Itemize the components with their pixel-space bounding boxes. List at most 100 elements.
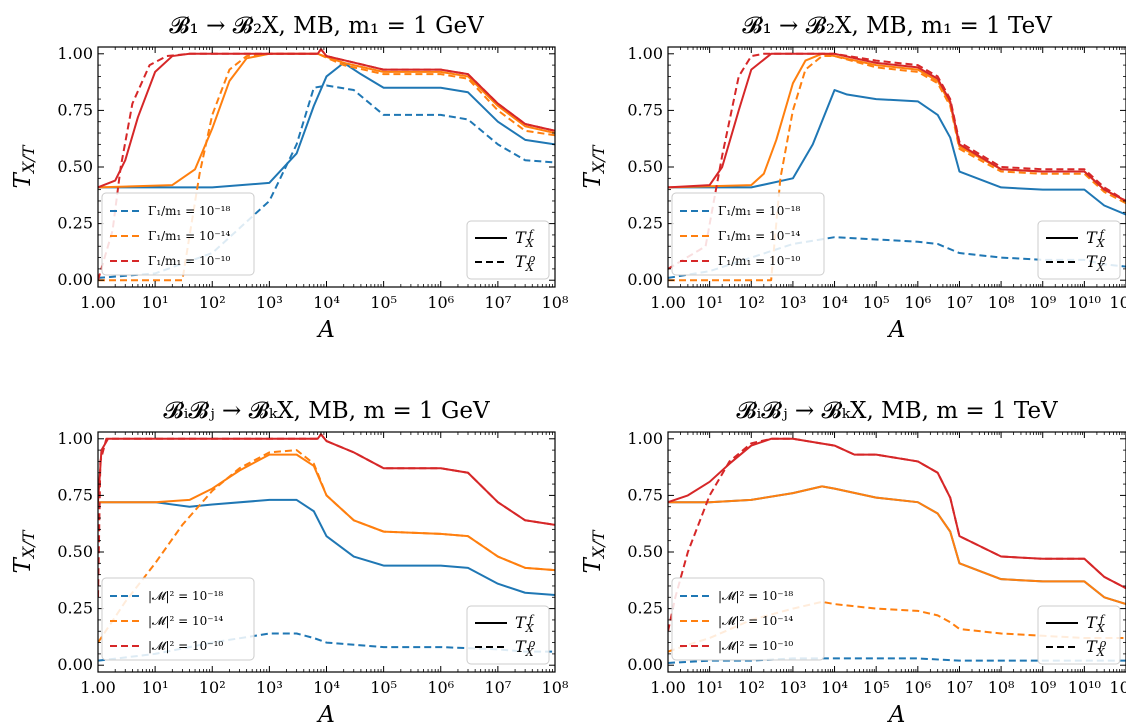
legend-box	[466, 605, 550, 665]
series-line	[668, 89, 1126, 216]
y-tick-label: 0.75	[57, 485, 93, 504]
x-tick-label: 10¹⁰	[1068, 293, 1101, 312]
x-tick-label: 10⁵	[370, 293, 397, 312]
series-legend: |𝓜|² = 10⁻¹⁸ |𝓜|² = 10⁻¹⁴ |𝓜|² = 10⁻¹⁰	[671, 577, 825, 661]
legend-label: TXf	[1086, 228, 1106, 250]
legend-label: TXρ	[515, 252, 536, 274]
legend-label: |𝓜|² = 10⁻¹⁴	[148, 614, 223, 628]
legend-label: |𝓜|² = 10⁻¹⁰	[148, 639, 223, 653]
x-tick-label: 1.00	[650, 678, 686, 697]
x-tick-label: 10²	[199, 293, 226, 312]
legend-box	[101, 192, 255, 276]
legend-label: Γ₁/m₁ = 10⁻¹⁰	[718, 254, 800, 268]
legend-box	[1037, 220, 1121, 280]
legend-label: |𝓜|² = 10⁻¹⁸	[148, 589, 223, 603]
x-tick-label: 10⁷	[946, 678, 973, 697]
x-tick-label: 10⁵	[370, 678, 397, 697]
panel-title: 𝓑ᵢ𝓑ⱼ → 𝓑ₖX, MB, m = 1 GeV	[163, 398, 490, 424]
series-line	[668, 657, 1126, 664]
x-tick-label: 10¹	[142, 678, 169, 697]
series-line	[668, 55, 1126, 282]
x-axis-label: A	[316, 702, 335, 727]
x-tick-label: 10⁵	[863, 293, 890, 312]
y-tick-label: 0.75	[627, 100, 663, 119]
panel-title: 𝓑₁ → 𝓑₂X, MB, m₁ = 1 GeV	[169, 13, 484, 39]
legend-label: TXρ	[515, 637, 536, 659]
panel-title: 𝓑₁ → 𝓑₂X, MB, m₁ = 1 TeV	[742, 13, 1052, 39]
y-tick-label: 0.50	[57, 157, 93, 176]
chart-panel-1: 1.00 10¹ 10² 10³ 10⁴ 10⁵ 10⁶ 10⁷ 10⁸ 0.00 0.25 0.50…	[10, 13, 568, 343]
y-tick-label: 0.75	[57, 100, 93, 119]
x-axis-label: A	[887, 702, 906, 727]
x-tick-label: 1.00	[650, 293, 686, 312]
legend-box	[671, 192, 825, 276]
y-tick-label: 0.25	[627, 599, 663, 618]
x-tick-label: 10⁴	[821, 678, 848, 697]
x-tick-label: 10⁶	[904, 678, 931, 697]
y-tick-label: 1.00	[627, 44, 663, 63]
x-tick-label: 10³	[780, 678, 807, 697]
x-tick-label: 10⁴	[313, 678, 340, 697]
series-line	[98, 48, 555, 189]
x-tick-label: 10²	[738, 678, 765, 697]
x-tick-label: 10⁹	[1029, 293, 1056, 312]
legend-label: Γ₁/m₁ = 10⁻¹⁴	[148, 229, 230, 243]
legend-label: TXρ	[1086, 637, 1107, 659]
x-tick-label: 10²	[738, 293, 765, 312]
y-tick-label: 1.00	[627, 429, 663, 448]
y-tick-label: 0.50	[57, 542, 93, 561]
series-line	[668, 485, 1126, 606]
series-line	[668, 52, 1126, 270]
series-legend: Γ₁/m₁ = 10⁻¹⁸ Γ₁/m₁ = 10⁻¹⁴ Γ₁/m₁ = 10⁻¹⁰	[101, 192, 255, 276]
x-tick-label: 10⁴	[313, 293, 340, 312]
y-axis-label: TX/T	[580, 529, 608, 573]
y-axis-label: TX/T	[10, 529, 38, 573]
x-tick-label: 10⁸	[988, 293, 1015, 312]
x-tick-label: 10¹	[696, 678, 723, 697]
y-tick-label: 0.50	[627, 157, 663, 176]
y-axis-label: TX/T	[580, 144, 608, 188]
series-line	[98, 52, 555, 189]
x-tick-label: 10²	[199, 678, 226, 697]
panel-title: 𝓑ᵢ𝓑ⱼ → 𝓑ₖX, MB, m = 1 TeV	[736, 398, 1058, 424]
series-line	[98, 84, 555, 279]
x-tick-label: 10¹	[142, 293, 169, 312]
legend-label: TXρ	[1086, 252, 1107, 274]
series-line	[668, 437, 1126, 590]
y-tick-label: 0.00	[57, 270, 93, 289]
x-tick-label: 10⁷	[484, 678, 511, 697]
legend-label: TXf	[515, 228, 535, 250]
x-axis-label: A	[316, 317, 335, 343]
series-line	[98, 48, 555, 281]
series-line	[98, 433, 555, 598]
y-tick-label: 0.00	[57, 655, 93, 674]
x-tick-label: 10⁶	[427, 293, 454, 312]
y-tick-label: 0.75	[627, 485, 663, 504]
series-line	[668, 52, 1126, 202]
x-tick-label: 10¹⁰	[1068, 678, 1101, 697]
series-line	[668, 52, 1126, 202]
x-tick-label: 10⁹	[1029, 678, 1056, 697]
x-tick-label: 10⁶	[427, 678, 454, 697]
x-tick-label: 10⁶	[904, 293, 931, 312]
chart-panel-3: 1.00 10¹ 10² 10³ 10⁴ 10⁵ 10⁶ 10⁷ 10⁸ 0.00 0.25 0.50…	[10, 398, 568, 727]
legend-label: |𝓜|² = 10⁻¹⁸	[718, 589, 793, 603]
x-tick-label: 10⁸	[542, 293, 569, 312]
legend-box	[466, 220, 550, 280]
x-tick-label: 10⁷	[946, 293, 973, 312]
y-tick-label: 1.00	[57, 44, 93, 63]
x-tick-label: 10³	[256, 678, 283, 697]
x-tick-label: 10³	[780, 293, 807, 312]
series-legend: |𝓜|² = 10⁻¹⁸ |𝓜|² = 10⁻¹⁴ |𝓜|² = 10⁻¹⁰	[101, 577, 255, 661]
y-tick-label: 0.00	[627, 270, 663, 289]
legend-box	[101, 577, 255, 661]
series-line	[98, 52, 555, 282]
x-axis-label: A	[887, 317, 906, 343]
